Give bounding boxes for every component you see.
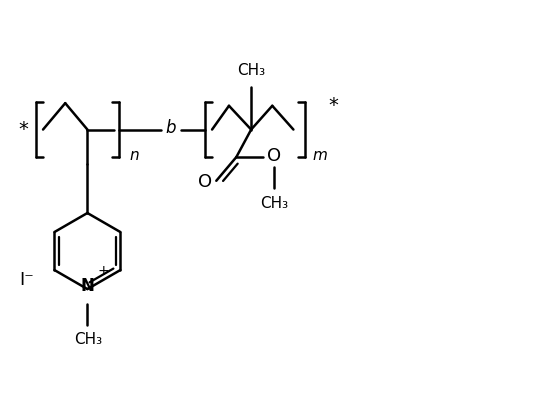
Text: b: b <box>166 119 176 137</box>
Text: n: n <box>129 149 139 164</box>
Text: CH₃: CH₃ <box>261 196 288 211</box>
Text: m: m <box>312 149 327 164</box>
Text: O: O <box>198 173 212 191</box>
Text: CH₃: CH₃ <box>74 332 103 347</box>
Text: I⁻: I⁻ <box>20 271 34 289</box>
Text: *: * <box>328 96 338 115</box>
Text: CH₃: CH₃ <box>237 63 265 78</box>
Text: N: N <box>81 278 95 295</box>
Text: O: O <box>268 147 281 165</box>
Text: +: + <box>97 264 109 278</box>
Text: *: * <box>18 120 28 139</box>
